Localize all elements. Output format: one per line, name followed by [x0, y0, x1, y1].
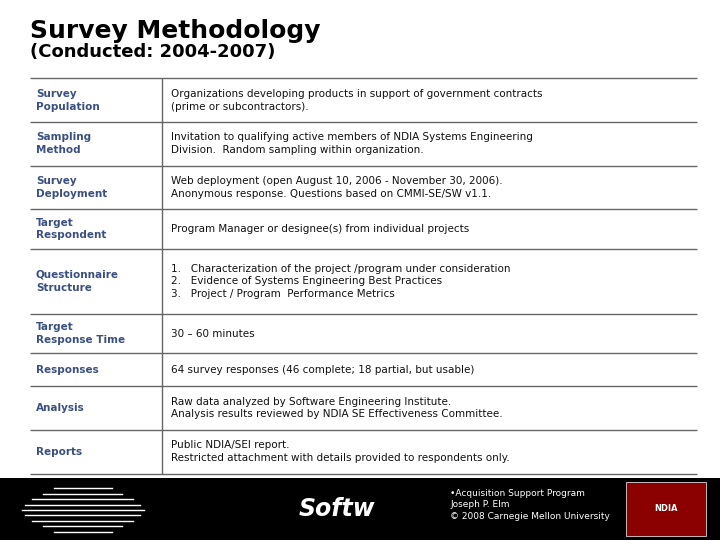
Text: •Acquisition Support Program: •Acquisition Support Program	[450, 489, 585, 498]
Text: 1.   Characterization of the project /program under consideration
2.   Evidence : 1. Characterization of the project /prog…	[171, 264, 510, 299]
Text: Target
Response Time: Target Response Time	[36, 322, 125, 345]
Text: Public NDIA/SEI report.
Restricted attachment with details provided to responden: Public NDIA/SEI report. Restricted attac…	[171, 440, 509, 463]
Text: Survey Methodology: Survey Methodology	[30, 19, 320, 43]
Text: © 2008 Carnegie Mellon University: © 2008 Carnegie Mellon University	[450, 512, 610, 521]
Bar	[626, 482, 706, 536]
Text: Questionnaire
Structure: Questionnaire Structure	[36, 270, 119, 293]
Text: Responses: Responses	[36, 365, 99, 375]
Text: Sampling
Method: Sampling Method	[36, 132, 91, 155]
Text: Program Manager or designee(s) from individual projects: Program Manager or designee(s) from indi…	[171, 224, 469, 234]
Text: Joseph P. Elm: Joseph P. Elm	[450, 500, 510, 509]
Bar	[0, 478, 720, 540]
Text: 64 survey responses (46 complete; 18 partial, but usable): 64 survey responses (46 complete; 18 par…	[171, 365, 474, 375]
Text: Organizations developing products in support of government contracts
(prime or s: Organizations developing products in sup…	[171, 89, 542, 112]
Text: Survey
Deployment: Survey Deployment	[36, 176, 107, 199]
Text: Reports: Reports	[36, 447, 82, 457]
Text: Raw data analyzed by Software Engineering Institute.
Analysis results reviewed b: Raw data analyzed by Software Engineerin…	[171, 397, 503, 420]
Text: Invitation to qualifying active members of NDIA Systems Engineering
Division.  R: Invitation to qualifying active members …	[171, 132, 533, 155]
Text: (Conducted: 2004-2007): (Conducted: 2004-2007)	[30, 43, 276, 61]
Text: Survey
Population: Survey Population	[36, 89, 100, 112]
Text: Target
Respondent: Target Respondent	[36, 218, 107, 240]
Text: 30 – 60 minutes: 30 – 60 minutes	[171, 329, 254, 339]
Text: Softw: Softw	[299, 497, 375, 521]
Text: Analysis: Analysis	[36, 403, 85, 413]
Text: Web deployment (open August 10, 2006 - November 30, 2006).
Anonymous response. Q: Web deployment (open August 10, 2006 - N…	[171, 176, 503, 199]
Text: NDIA: NDIA	[654, 504, 678, 514]
